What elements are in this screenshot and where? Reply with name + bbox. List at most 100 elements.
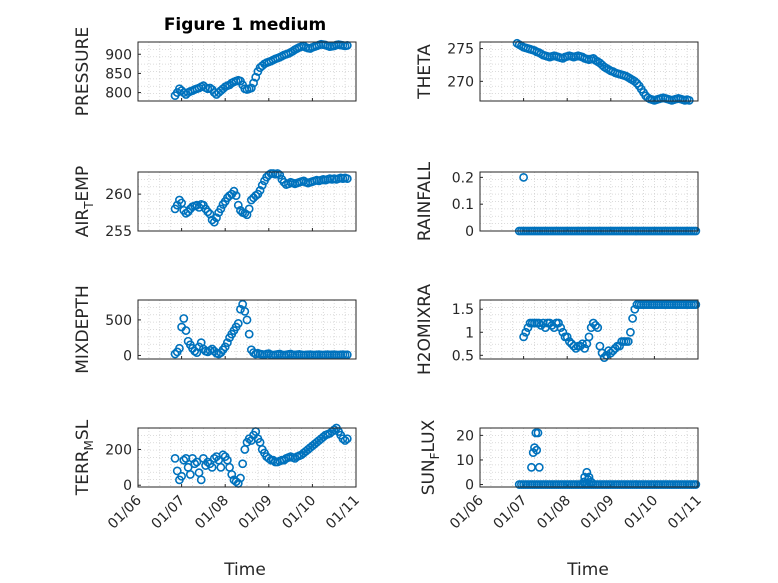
data-point	[229, 186, 239, 196]
axis-frame	[137, 299, 357, 360]
data-point	[610, 343, 620, 353]
y-axis-label-rest: LUX	[419, 419, 439, 452]
x-tick-label: 01/08	[534, 493, 574, 533]
data-point	[233, 319, 243, 328]
y-axis-label-rest: EMP	[73, 166, 93, 202]
data-point	[275, 170, 285, 180]
y-tick-label: 260	[105, 187, 132, 203]
y-tick-label: 0	[465, 478, 474, 494]
y-axis-label-subscript: M	[82, 440, 96, 450]
data-point	[571, 343, 581, 353]
data-point	[533, 428, 543, 438]
data-point	[630, 76, 640, 86]
data-point	[255, 186, 265, 195]
data-point	[623, 337, 633, 346]
data-point	[212, 213, 221, 223]
data-point	[238, 459, 248, 469]
data-point	[534, 462, 544, 472]
data-point	[172, 466, 182, 476]
data-point	[290, 453, 300, 463]
data-point	[236, 304, 245, 314]
data-point	[192, 457, 202, 467]
data-point	[233, 200, 243, 210]
x-tick-label: 01/10	[279, 493, 319, 533]
y-axis-label-rest: SL	[73, 419, 93, 440]
y-tick-label: 500	[105, 313, 132, 329]
terr-msl-panel: 0 200 01/06 01/07 01/08 01/09 01/10 01/11 TERRMS…	[73, 419, 363, 532]
data-point	[342, 350, 352, 360]
data-point	[207, 462, 217, 472]
data-point	[630, 304, 640, 314]
axis-frame	[479, 427, 699, 488]
y-axis-label: H2OMIXRA	[415, 284, 435, 375]
data-point	[606, 348, 616, 358]
data-point	[218, 450, 228, 460]
data-point	[338, 434, 348, 444]
data-point	[593, 323, 603, 333]
data-point	[530, 443, 539, 453]
y-tick-label: 200	[105, 442, 132, 458]
x-tick-label: 01/11	[665, 493, 705, 533]
data-point	[194, 342, 204, 352]
y-tick-label: 0.1	[452, 197, 474, 213]
y-axis-label: THETA	[415, 44, 435, 100]
data-point	[203, 457, 213, 467]
y-axis-label-main: MIXDEPTH	[73, 285, 93, 374]
y-axis-label-main: SUN	[419, 459, 439, 495]
y-axis-label: AIRTEMP	[73, 166, 96, 237]
data-point	[257, 180, 267, 190]
data-point	[175, 343, 184, 353]
y-axis-label-main: THETA	[415, 44, 435, 100]
y-axis-label: SUNFLUX	[419, 419, 442, 495]
data-point	[562, 332, 572, 342]
data-point	[177, 471, 186, 481]
air-temp-panel: 255 260 AIRTEMP	[73, 166, 357, 240]
data-point	[172, 200, 182, 210]
data-point	[207, 215, 217, 225]
data-point	[599, 353, 609, 363]
data-point	[329, 425, 339, 435]
x-tick-label: 01/08	[192, 493, 232, 533]
y-axis-label-main: H2OMIXRA	[415, 284, 435, 375]
data-point	[227, 470, 237, 479]
y-axis-label: TERRMSL	[73, 419, 96, 496]
data-point	[591, 320, 600, 330]
data-point	[279, 455, 289, 465]
y-tick-label: 0	[123, 348, 132, 364]
data-point	[615, 341, 624, 351]
y-axis-label: PRESSURE	[73, 27, 93, 116]
y-axis-label-main: PRESSURE	[73, 27, 93, 116]
x-tick-label: 01/06	[447, 492, 487, 532]
data-point	[583, 475, 593, 485]
data-point	[246, 83, 256, 93]
data-point	[222, 338, 232, 348]
rainfall-panel: 0 0.1 0.2 RAINFALL	[415, 161, 701, 241]
data-point	[244, 329, 254, 339]
data-point	[628, 314, 637, 323]
data-point	[584, 332, 594, 342]
axis-frame	[479, 171, 699, 232]
y-tick-label: 0.5	[452, 348, 474, 364]
data-point	[242, 315, 252, 325]
y-tick-label: 800	[105, 86, 132, 102]
y-tick-label: 20	[456, 428, 474, 444]
data-point	[340, 436, 350, 445]
y-axis-label-subscript: T	[82, 201, 96, 210]
x-tick-label: 01/09	[578, 493, 618, 533]
y-axis-label-main: RAINFALL	[415, 161, 435, 241]
y-axis-label-main: TERR	[73, 450, 93, 496]
data-point	[264, 453, 274, 463]
data-point	[578, 339, 587, 349]
data-point	[246, 195, 256, 205]
y-tick-label: 275	[447, 42, 474, 58]
x-axis-label-right: Time	[566, 560, 609, 580]
data-point	[209, 453, 219, 463]
data-point	[196, 475, 206, 485]
y-tick-label: 255	[105, 224, 132, 240]
x-tick-label: 01/10	[621, 493, 661, 533]
y-axis-label-subscript: F	[428, 452, 442, 459]
y-tick-label: 270	[447, 74, 474, 90]
data-point	[342, 174, 352, 184]
data-point	[203, 207, 213, 217]
data-point	[519, 332, 528, 342]
